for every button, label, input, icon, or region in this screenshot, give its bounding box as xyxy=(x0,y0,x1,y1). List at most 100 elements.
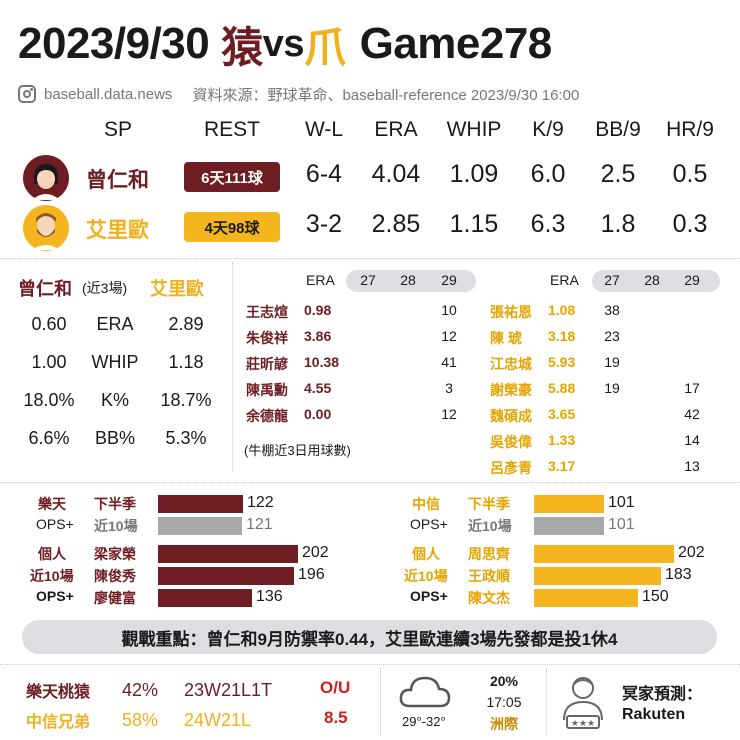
team1-pct: 42% xyxy=(122,679,159,700)
recent-stat-label: ERA xyxy=(96,314,134,334)
ops-bar xyxy=(158,567,294,585)
recent-left-value: 1.00 xyxy=(31,352,67,372)
recent-right-value: 2.89 xyxy=(168,314,204,334)
ops-label: OPS+ xyxy=(410,516,448,532)
ops-bar xyxy=(534,589,638,607)
ops-bar xyxy=(534,495,604,513)
avatar-zeng xyxy=(22,154,70,207)
ops-bar-value: 101 xyxy=(608,494,635,511)
bp-pitcher-name: 吳俊偉 xyxy=(490,434,532,450)
predictor-avatar: ★★★ xyxy=(558,672,608,735)
bp-left-day-pill xyxy=(346,270,476,292)
sp-header-hr9: HR/9 xyxy=(666,118,714,141)
bp-pitcher-name: 謝榮豪 xyxy=(490,382,532,398)
ops-row-label: 下半季 xyxy=(468,496,510,512)
avatar-ario xyxy=(22,204,70,257)
sp-pitcher-name: 曾仁和 xyxy=(86,169,149,192)
bp-pitch-count: 14 xyxy=(684,432,700,448)
page-title: 2023/9/30 猿 vs 爪 Game278 xyxy=(18,12,552,76)
sp-stat-whip: 1.15 xyxy=(449,210,499,238)
source-credit: 資料來源：野球革命、baseball-reference 2023/9/30 1… xyxy=(192,86,580,104)
bp-pitcher-name: 張祐恩 xyxy=(490,304,532,320)
ops-bar xyxy=(534,545,674,563)
bp-day-header: 27 xyxy=(604,272,620,288)
ops-bar-value: 122 xyxy=(247,494,274,511)
recent-left-name: 曾仁和 xyxy=(18,279,72,299)
bp-pitcher-name: 余德龍 xyxy=(246,408,288,424)
recent-right-value: 1.18 xyxy=(168,352,204,372)
bp-pitch-count: 42 xyxy=(684,406,700,422)
divider xyxy=(0,482,740,483)
bp-pitcher-era: 3.17 xyxy=(548,458,576,474)
bp-pitcher-era: 3.65 xyxy=(548,406,576,422)
bp-note: (牛棚近3日用球數) xyxy=(244,443,351,458)
sp-stat-wl: 6-4 xyxy=(305,160,343,188)
bp-pitch-count: 19 xyxy=(604,380,620,396)
bp-pitch-count: 12 xyxy=(441,406,457,422)
sp-stat-wl: 3-2 xyxy=(305,210,343,238)
ou-value: 8.5 xyxy=(324,708,348,727)
bp-pitcher-name: 莊昕諺 xyxy=(246,356,288,372)
ops-bar-value: 150 xyxy=(642,588,669,605)
recent-note: (近3場) xyxy=(82,280,128,296)
bp-right-day-pill xyxy=(592,270,720,292)
bp-day-header: 28 xyxy=(400,272,416,288)
ops-indiv-label: 近10場 xyxy=(404,568,448,584)
recent-stat-label: K% xyxy=(100,390,129,410)
ops-indiv-label: OPS+ xyxy=(36,588,74,604)
bp-pitcher-era: 5.88 xyxy=(548,380,576,396)
bp-pitcher-name: 江忠城 xyxy=(490,356,532,372)
bp-day-header: 29 xyxy=(441,272,457,288)
recent-left-value: 6.6% xyxy=(28,428,70,448)
footer-team1: 樂天桃猿 42% 23W21L1T xyxy=(26,678,296,702)
ops-indiv-label: 個人 xyxy=(412,546,440,562)
bp-pitcher-era: 3.18 xyxy=(548,328,576,344)
recent-stat-label: BB% xyxy=(94,428,136,448)
ou-label: O/U xyxy=(320,678,351,697)
bp-pitcher-name: 朱俊祥 xyxy=(246,330,288,346)
bp-pitch-count: 10 xyxy=(441,302,457,318)
bp-pitcher-name: 陳 琥 xyxy=(490,330,522,346)
bp-pitcher-era: 10.38 xyxy=(304,354,340,370)
bp-pitch-count: 17 xyxy=(684,380,700,396)
team1-glyph: 猿 xyxy=(221,22,263,72)
ops-bar xyxy=(534,567,661,585)
bp-pitcher-era: 5.93 xyxy=(548,354,576,370)
bp-pitch-count: 12 xyxy=(441,328,457,344)
footer-divider xyxy=(546,668,547,736)
sp-stat-era: 4.04 xyxy=(371,160,421,188)
bp-right-era-label: ERA xyxy=(550,272,579,288)
ops-row-label: 下半季 xyxy=(94,496,136,512)
ops-bar xyxy=(534,517,604,535)
rest-badge: 4天98球 xyxy=(184,212,280,242)
recent-right-value: 5.3% xyxy=(165,428,207,448)
ops-player-name: 陳文杰 xyxy=(468,590,510,606)
divider xyxy=(0,664,740,665)
ops-player-name: 陳俊秀 xyxy=(94,568,136,584)
ops-row-label: 近10場 xyxy=(94,518,138,534)
recent-right-name: 艾里歐 xyxy=(150,279,204,299)
bp-pitch-count: 38 xyxy=(604,302,620,318)
team1-name: 樂天桃猿 xyxy=(26,684,91,701)
recent-left-value: 0.60 xyxy=(31,314,67,334)
weather-rain: 20% xyxy=(489,673,519,689)
sp-header-sp: SP xyxy=(103,118,132,141)
sp-stat-bb9: 1.8 xyxy=(600,210,636,238)
ops-bar xyxy=(158,589,252,607)
cloud-icon xyxy=(398,672,452,715)
sp-stat-hr9: 0.3 xyxy=(672,210,708,238)
highlight-text: 觀戰重點：曾仁和9月防禦率0.44，艾里歐連續3場先發都是投1休4 xyxy=(121,629,618,649)
recent-right-value: 18.7% xyxy=(160,390,212,410)
sp-header-era: ERA xyxy=(374,118,418,141)
ops-team-label: 中信 xyxy=(412,496,440,512)
ops-indiv-label: 個人 xyxy=(38,546,66,562)
sp-stat-bb9: 2.5 xyxy=(600,160,636,188)
team2-record: 24W21L xyxy=(184,709,252,730)
predict-value: Rakuten xyxy=(622,706,686,723)
rest-badge: 6天111球 xyxy=(184,162,280,192)
ops-player-name: 王政順 xyxy=(468,568,510,584)
vs-text: vs xyxy=(262,22,305,65)
site-handle[interactable]: baseball.data.news xyxy=(44,85,173,103)
ops-player-name: 廖健富 xyxy=(94,590,136,606)
ops-team-label: 樂天 xyxy=(38,496,66,512)
